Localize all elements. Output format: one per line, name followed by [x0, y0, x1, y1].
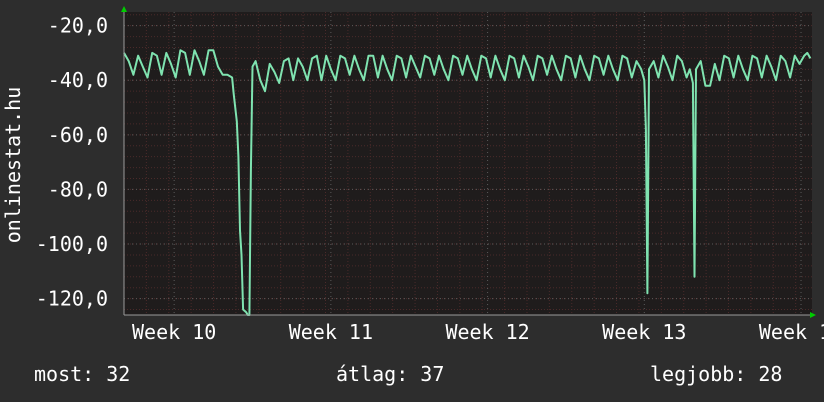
x-tick-label: Week 13	[602, 320, 686, 344]
y-tick-label: -40,0	[48, 68, 108, 92]
series-line	[123, 49, 812, 316]
major-grid	[124, 12, 812, 315]
y-axis-label: onlinestat.hu	[1, 87, 25, 244]
x-tick-label: Week 12	[445, 320, 529, 344]
y-axis-ticks: -20,0 -40,0 -60,0 -80,0 -100,0 -120,0	[36, 14, 108, 311]
x-tick-label: Week 11	[289, 320, 373, 344]
current-value: most: 32	[34, 362, 131, 386]
y-tick-label: -60,0	[48, 123, 108, 147]
y-tick-label: -20,0	[48, 14, 108, 38]
y-tick-label: -80,0	[48, 177, 108, 201]
y-tick-label: -120,0	[36, 287, 108, 311]
x-tick-label: Week 14	[759, 320, 824, 344]
y-axis-arrow-icon	[121, 6, 127, 12]
x-axis-arrow-icon	[810, 312, 816, 318]
line-chart: -20,0 -40,0 -60,0 -80,0 -100,0 -120,0 Week 10…	[1, 6, 824, 344]
best-value: legjobb: 28	[650, 362, 783, 386]
average-value: átlag: 37	[336, 362, 445, 386]
x-tick-label: Week 10	[132, 320, 216, 344]
x-axis-ticks: Week 10 Week 11 Week 12 Week 13 Week 14	[132, 320, 824, 344]
y-tick-label: -100,0	[36, 232, 108, 256]
